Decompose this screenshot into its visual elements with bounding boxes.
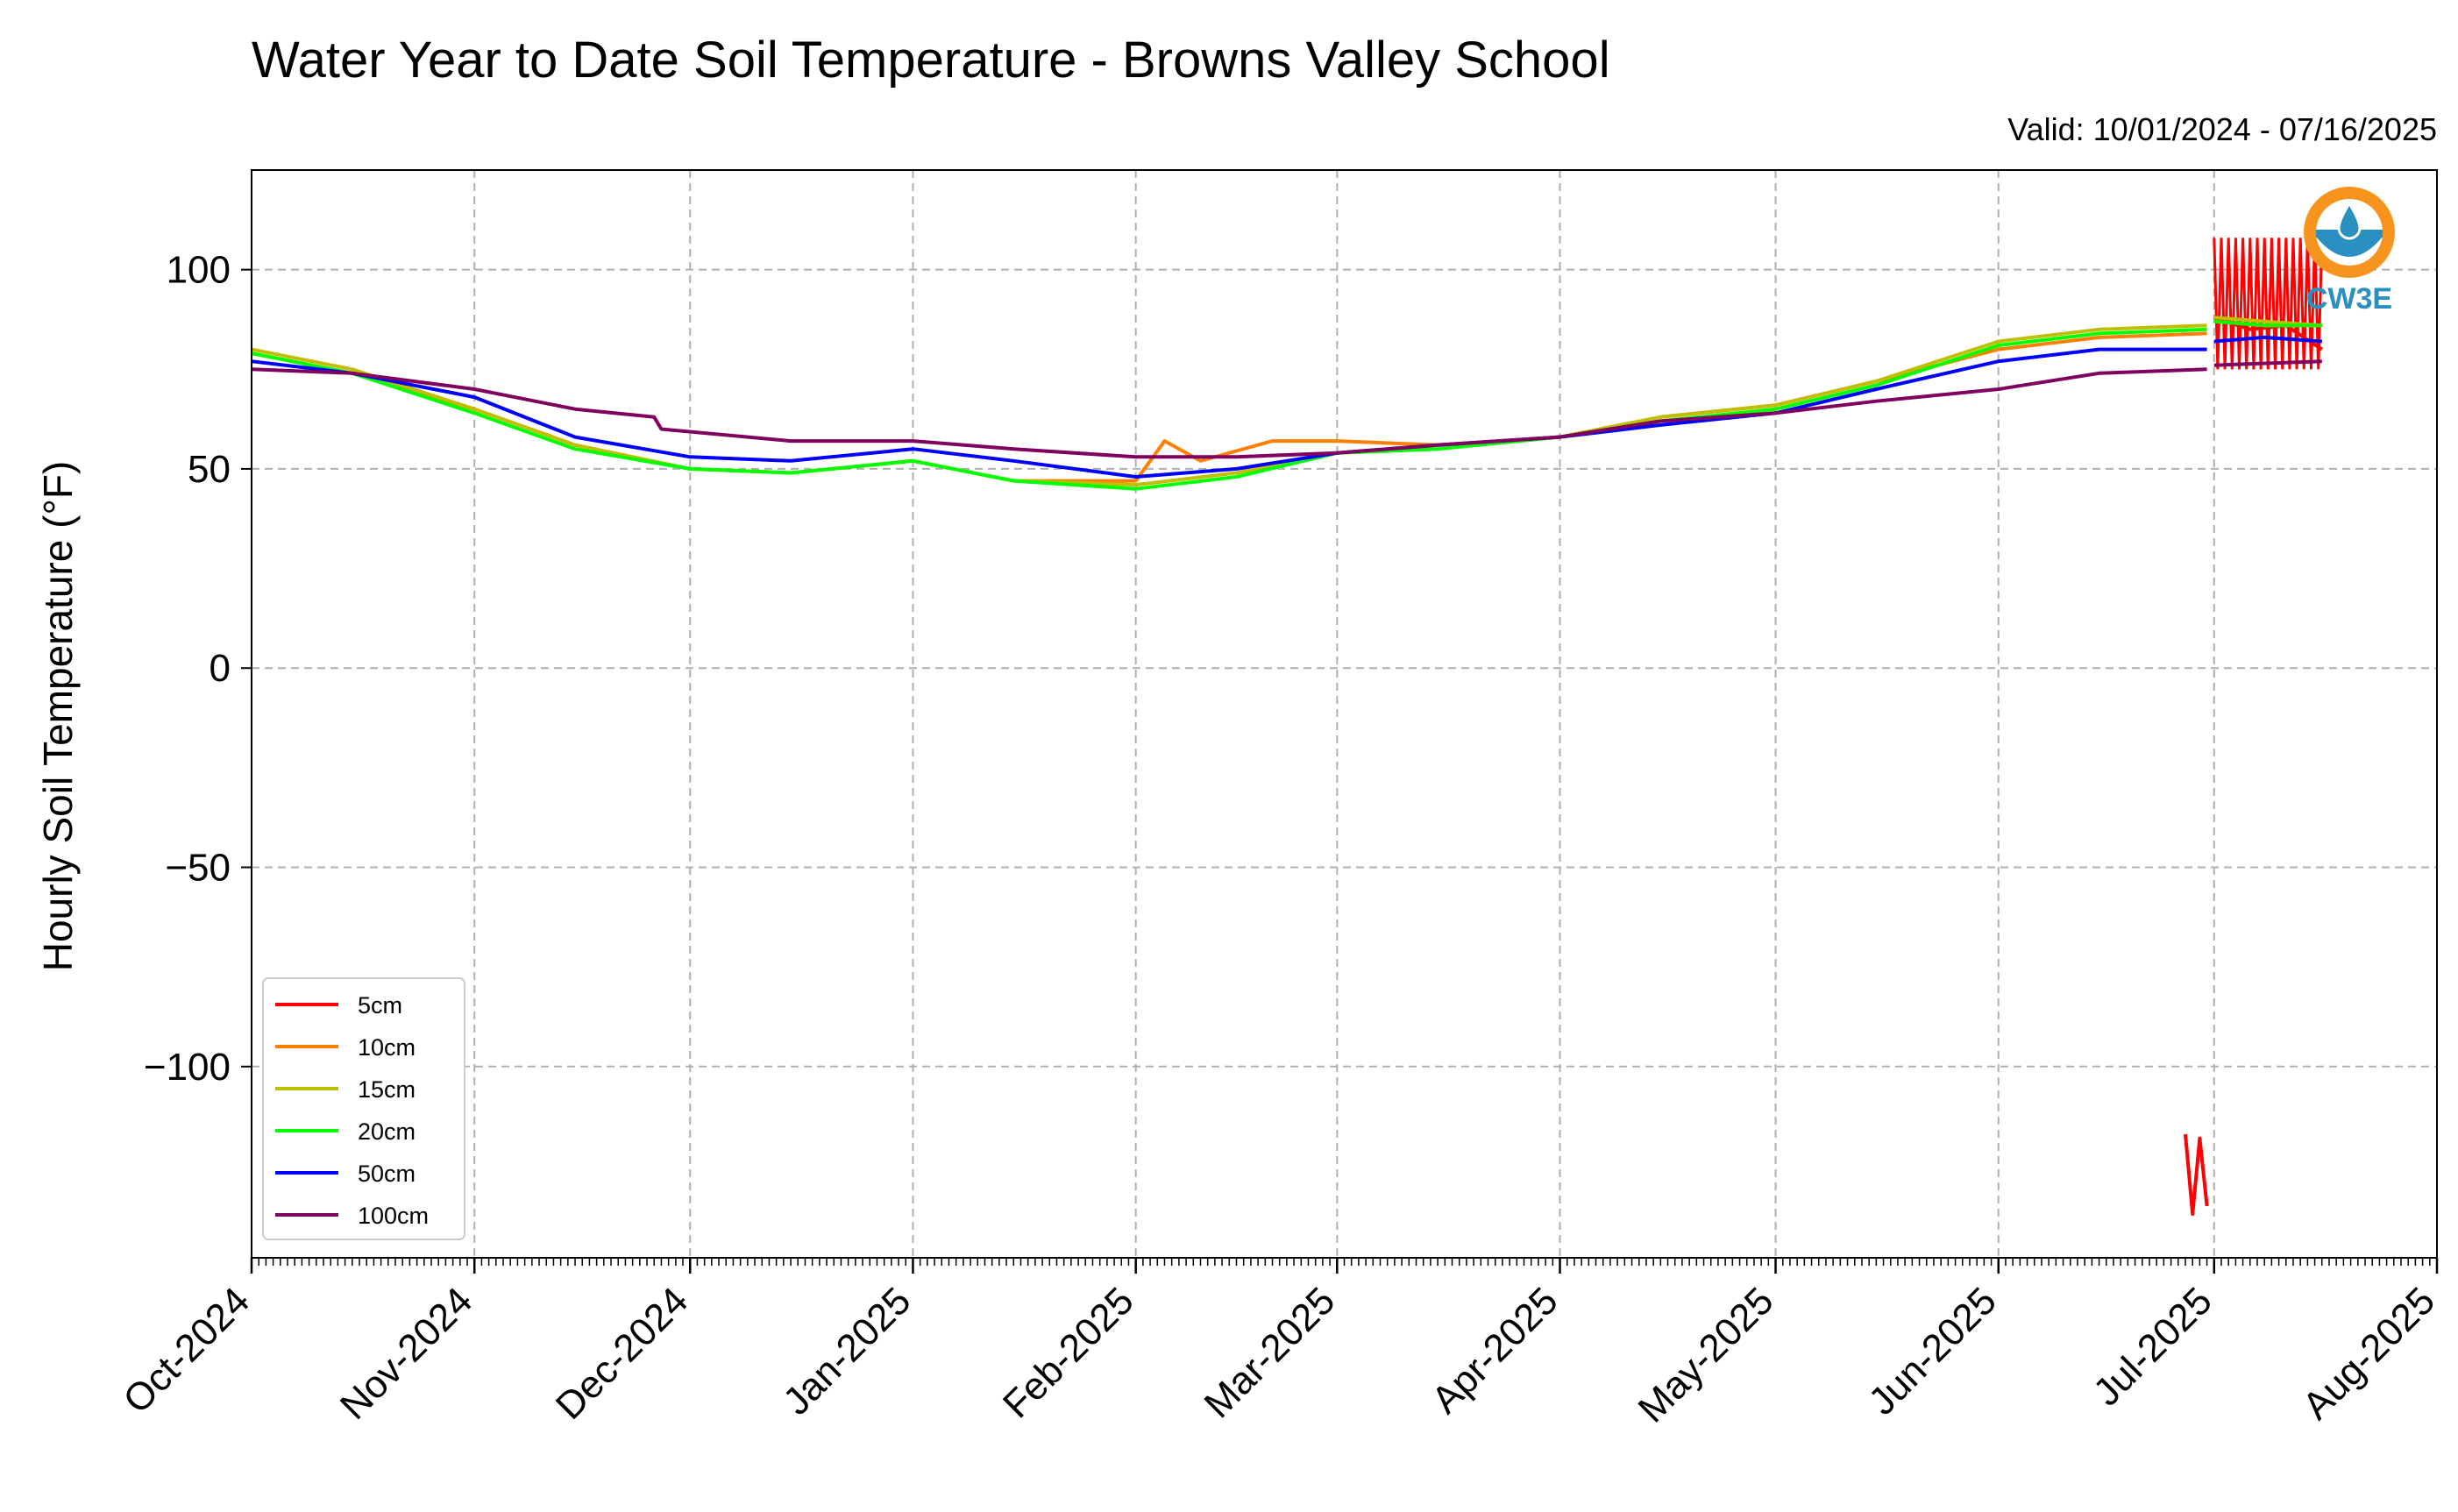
y-tick-label: 50 [188, 448, 231, 491]
series-line-5cm [2184, 1133, 2209, 1216]
logo-drop [2337, 201, 2362, 240]
chart-subtitle: Valid: 10/01/2024 - 07/16/2025 [2007, 111, 2437, 147]
legend-label-15cm: 15cm [358, 1076, 416, 1103]
x-tick-label: Jun-2025 [1860, 1279, 2004, 1423]
chart-title: Water Year to Date Soil Temperature - Br… [252, 32, 1610, 89]
series-line-15cm [251, 323, 2207, 487]
grid-lines [252, 170, 2437, 1258]
y-axis-label: Hourly Soil Temperature (°F) [35, 461, 81, 972]
x-tick-label: Jan-2025 [775, 1279, 919, 1423]
series-20cm [251, 319, 2322, 491]
x-tick-label: Dec-2024 [548, 1279, 697, 1428]
x-tick-label: Aug-2025 [2294, 1279, 2443, 1428]
y-tick-label: −50 [165, 847, 231, 890]
x-tick-label: Mar-2025 [1197, 1279, 1344, 1426]
cw3e-logo-icon: CW3E [2304, 187, 2395, 316]
x-tick-label: Apr-2025 [1424, 1279, 1566, 1422]
series-100cm [251, 359, 2322, 459]
legend-label-10cm: 10cm [358, 1034, 416, 1061]
x-tick-label: Jul-2025 [2085, 1279, 2220, 1414]
series-line-20cm [2213, 319, 2322, 328]
x-tick-label: May-2025 [1630, 1279, 1782, 1430]
y-tick-label: −100 [144, 1046, 231, 1089]
y-tick-label: 100 [167, 249, 231, 292]
series-line-50cm [251, 347, 2207, 479]
series-line-100cm [2213, 359, 2322, 367]
legend-label-20cm: 20cm [358, 1118, 416, 1145]
legend-label-5cm: 5cm [358, 992, 402, 1019]
x-tick-label: Feb-2025 [995, 1279, 1142, 1426]
series-50cm [251, 335, 2322, 479]
legend-label-100cm: 100cm [358, 1203, 429, 1229]
axes: 100 50 0 −50 −100 Oct-2024 Nov-2024 Dec-2024 Jan… [115, 169, 2443, 1430]
series-oscillation-5cm [2213, 238, 2324, 370]
x-tick-label: Nov-2024 [332, 1279, 481, 1428]
x-tick-label: Oct-2024 [115, 1279, 258, 1422]
series-line-20cm [251, 327, 2207, 491]
logo-wave [2316, 230, 2383, 257]
series-lines [251, 238, 2324, 1216]
series-5cm [2184, 238, 2324, 1216]
logo-text: CW3E [2306, 282, 2392, 316]
y-tick-label: 0 [210, 647, 231, 690]
series-line-10cm [251, 331, 2207, 483]
series-line-50cm [2213, 335, 2322, 344]
legend: 5cm 10cm 15cm 20cm 50cm 100cm [262, 977, 465, 1240]
series-line-100cm [251, 367, 2207, 459]
legend-label-50cm: 50cm [358, 1161, 416, 1187]
